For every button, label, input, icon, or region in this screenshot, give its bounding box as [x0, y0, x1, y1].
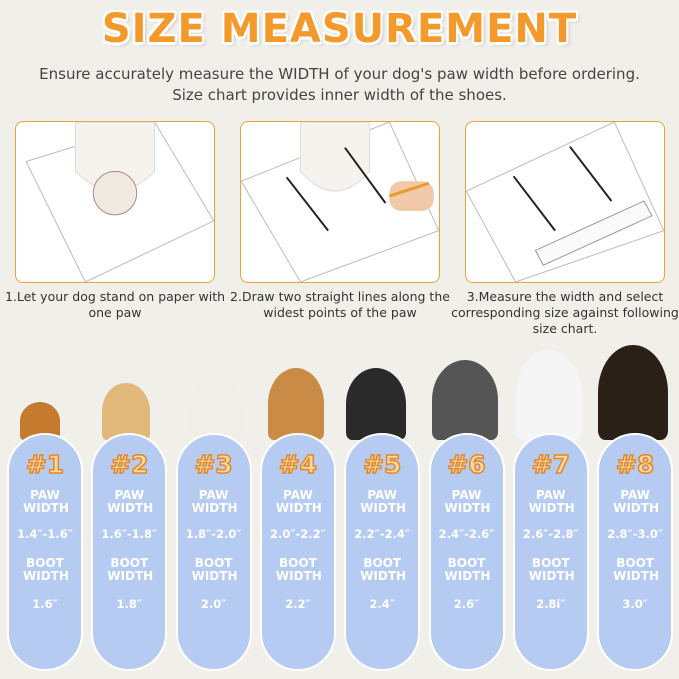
paw-width-value: 1.8″-2.0″: [185, 527, 242, 541]
boot-width-label: BOOT WIDTH: [444, 556, 491, 583]
boot-width-value: 2.4″: [369, 597, 395, 611]
boot-width-label: BOOT WIDTH: [107, 556, 154, 583]
paw-width-label: PAW WIDTH: [444, 488, 491, 515]
boot-width-value: 2.0″: [200, 597, 227, 611]
boot-width-value: 1.8″: [116, 597, 143, 611]
paw-width-label: PAW WIDTH: [613, 488, 659, 515]
boot-width-value: 2.8i″: [536, 597, 566, 611]
step1-caption: 1.Let your dog stand on paper with one p…: [4, 289, 226, 320]
size-number: #5: [362, 449, 402, 480]
boot-width-label: BOOT WIDTH: [528, 556, 575, 583]
size-card: #7 PAW WIDTH 2.6″-2.8″ BOOT WIDTH 2.8i″: [512, 433, 589, 671]
size-card: #2 PAW WIDTH 1.6″-1.8″ BOOT WIDTH 1.8″: [91, 433, 168, 671]
boot-width-label: BOOT WIDTH: [23, 556, 69, 583]
step2-caption: 2.Draw two straight lines along the wide…: [230, 289, 450, 320]
subtitle: Ensure accurately measure the WIDTH of y…: [0, 64, 679, 106]
paw-width-label: PAW WIDTH: [23, 488, 69, 515]
size-card: #1 PAW WIDTH 1.4″-1.6″ BOOT WIDTH 1.6″: [7, 433, 83, 671]
subtitle-line: Ensure accurately measure the WIDTH of y…: [39, 65, 640, 83]
paw-width-value: 1.4″-1.6″: [17, 527, 73, 541]
size-card: #3 PAW WIDTH 1.8″-2.0″ BOOT WIDTH 2.0″: [175, 433, 252, 671]
boot-width-label: BOOT WIDTH: [360, 556, 407, 583]
dog-photo: [516, 350, 582, 440]
step1-image: [15, 121, 215, 283]
boot-width-value: 1.6″: [32, 597, 58, 611]
paw-width-label: PAW WIDTH: [528, 488, 575, 515]
boot-width-label: BOOT WIDTH: [275, 556, 322, 583]
boot-width-value: 2.6″: [453, 597, 480, 611]
paw-width-value: 1.6″-1.8″: [101, 527, 158, 541]
size-card: #5 PAW WIDTH 2.2″-2.4″ BOOT WIDTH 2.4″: [344, 433, 421, 671]
dog-photo: [432, 360, 498, 440]
paw-width-value: 2.0″-2.2″: [269, 527, 326, 541]
size-card: #8 PAW WIDTH 2.8″-3.0″ BOOT WIDTH 3.0″: [597, 433, 674, 671]
boot-width-label: BOOT WIDTH: [191, 556, 238, 583]
dog-photo: [190, 378, 242, 440]
step3-image: [465, 121, 665, 283]
paw-width-label: PAW WIDTH: [360, 488, 407, 515]
boot-width-value: 2.2″: [285, 597, 311, 611]
boot-width-value: 3.0″: [622, 597, 648, 611]
size-card: #6 PAW WIDTH 2.4″-2.6″ BOOT WIDTH 2.6″: [428, 433, 505, 671]
boot-width-label: BOOT WIDTH: [613, 556, 659, 583]
size-number: #3: [194, 449, 234, 480]
size-number: #8: [615, 449, 655, 480]
subtitle-line: Size chart provides inner width of the s…: [172, 86, 507, 104]
dog-photo: [102, 383, 150, 440]
size-number: #4: [278, 449, 318, 480]
dog-photo: [346, 368, 406, 440]
paw-width-value: 2.8″-3.0″: [607, 527, 663, 541]
dog-photo: [598, 345, 668, 440]
paw-width-value: 2.2″-2.4″: [354, 527, 411, 541]
dog-photo: [268, 368, 324, 440]
page-title: SIZE MEASUREMENT: [101, 6, 578, 52]
size-number: #1: [25, 449, 65, 480]
paw-width-value: 2.4″-2.6″: [438, 527, 495, 541]
size-card: #4 PAW WIDTH 2.0″-2.2″ BOOT WIDTH 2.2″: [259, 433, 336, 671]
paw-width-value: 2.6″-2.8″: [522, 527, 579, 541]
size-number: #7: [531, 449, 571, 480]
size-number: #6: [447, 449, 487, 480]
paw-width-label: PAW WIDTH: [191, 488, 238, 515]
step3-caption: 3.Measure the width and select correspon…: [451, 289, 679, 336]
paw-width-label: PAW WIDTH: [107, 488, 154, 515]
step2-image: [240, 121, 440, 283]
paw-width-label: PAW WIDTH: [275, 488, 322, 515]
size-number: #2: [109, 449, 149, 480]
